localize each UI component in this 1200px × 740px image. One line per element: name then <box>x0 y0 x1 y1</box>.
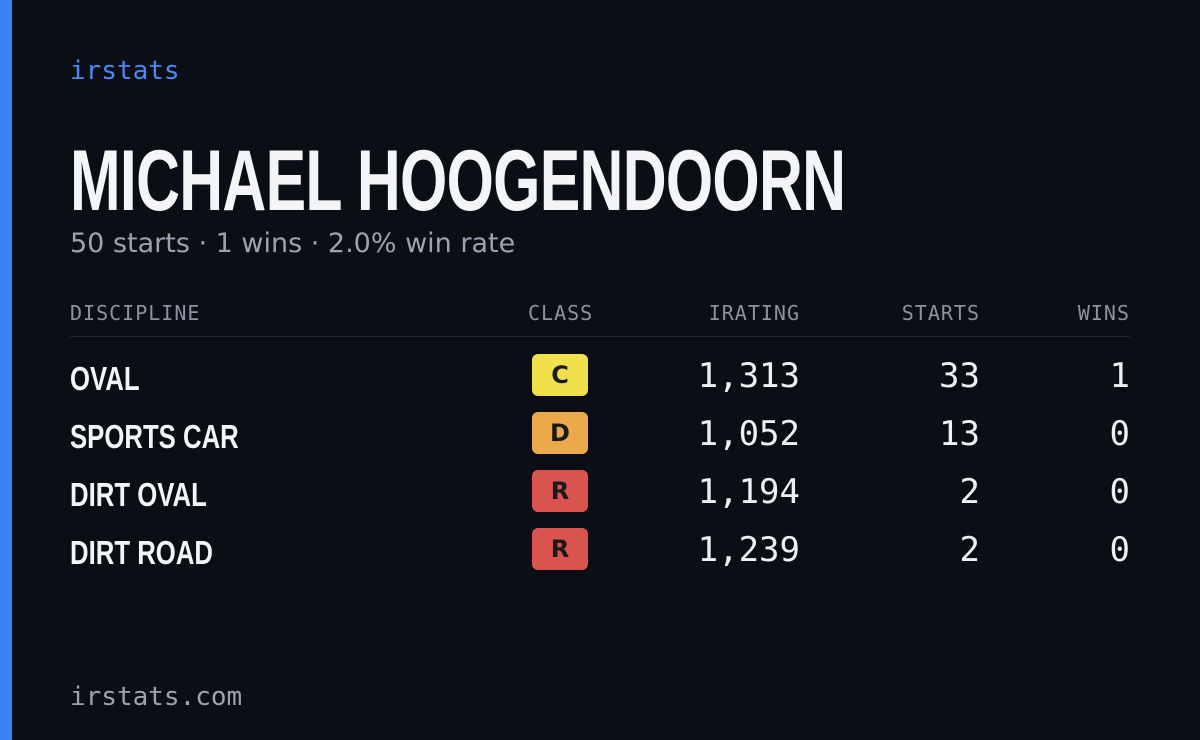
divider <box>70 336 1130 337</box>
discipline: SPORTS CAR <box>70 418 239 455</box>
column-header: IRATING <box>708 301 800 325</box>
wins: 0 <box>1109 530 1130 570</box>
class-badge: C <box>532 354 588 396</box>
irating: 1,052 <box>697 414 800 454</box>
driver-name: MICHAEL HOOGENDOORN <box>70 133 846 229</box>
driver-summary: 50 starts · 1 wins · 2.0% win rate <box>70 228 516 259</box>
irating: 1,313 <box>697 356 800 396</box>
class-badge: R <box>532 470 588 512</box>
irating: 1,239 <box>697 530 800 570</box>
discipline: OVAL <box>70 360 140 397</box>
column-header: WINS <box>1077 301 1130 325</box>
irating: 1,194 <box>697 472 800 512</box>
discipline: DIRT OVAL <box>70 476 207 513</box>
brand: irstats <box>70 56 180 86</box>
class-badge: R <box>532 528 588 570</box>
wins: 1 <box>1109 356 1130 396</box>
accent-bar <box>0 0 12 740</box>
class-badge: D <box>532 412 588 454</box>
starts: 2 <box>959 530 980 570</box>
column-header: STARTS <box>901 301 980 325</box>
footer: irstats.com <box>70 682 243 712</box>
starts: 33 <box>939 356 980 396</box>
wins: 0 <box>1109 472 1130 512</box>
starts: 13 <box>939 414 980 454</box>
column-header: CLASS <box>528 301 594 325</box>
starts: 2 <box>959 472 980 512</box>
column-header: DISCIPLINE <box>70 301 201 325</box>
discipline: DIRT ROAD <box>70 534 213 571</box>
wins: 0 <box>1109 414 1130 454</box>
